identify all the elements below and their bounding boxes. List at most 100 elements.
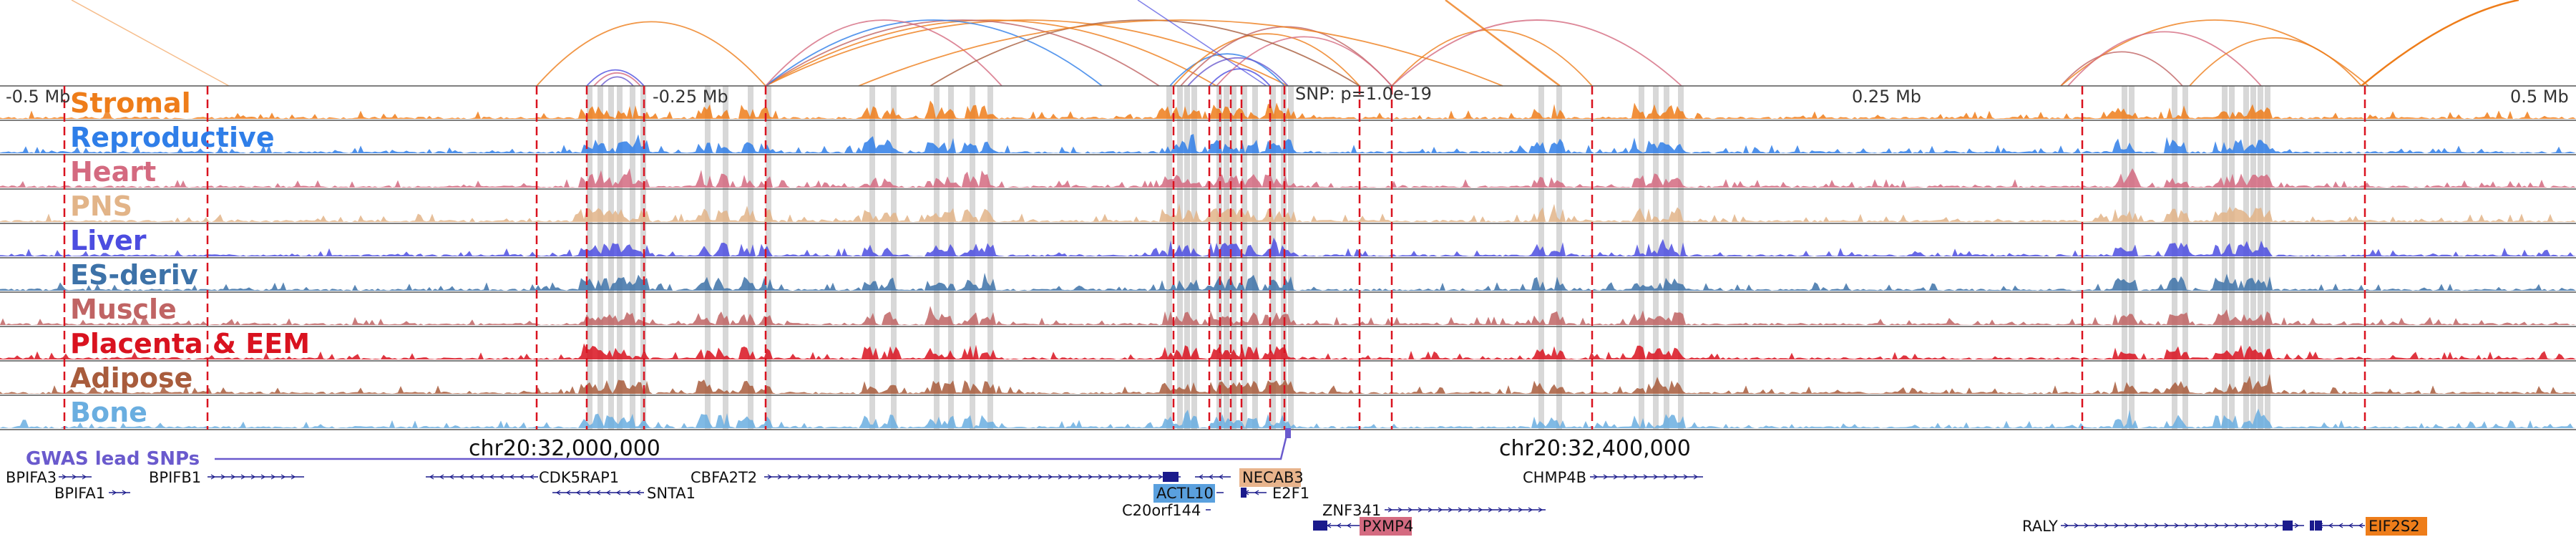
gene-e2f1 — [1241, 488, 1267, 498]
gene-label-raly: RALY — [2022, 518, 2058, 535]
tick-label-0-5: 0.5 Mb — [2510, 87, 2569, 107]
arc — [1216, 36, 1392, 87]
strand-arrow — [2164, 523, 2170, 528]
strand-arrow — [1418, 507, 1423, 513]
strand-arrow — [1613, 474, 1619, 480]
gene-label-actl10-bg — [1153, 484, 1215, 503]
strand-arrow — [1623, 474, 1629, 480]
arc — [765, 19, 1002, 87]
strand-arrow — [1088, 474, 1093, 480]
strand-arrow — [2348, 523, 2353, 528]
exon — [1163, 472, 1179, 482]
strand-arrow — [997, 474, 1003, 480]
signal-3 — [0, 203, 2576, 222]
gene-label-cbfa2t2: CBFA2T2 — [691, 469, 757, 486]
arc — [1173, 33, 1360, 87]
gene-label-e2f1-text: E2F1 — [1272, 485, 1309, 502]
strand-arrow — [479, 474, 484, 480]
track-label-pns: PNS — [70, 190, 132, 222]
strand-arrow — [1387, 507, 1393, 513]
strand-arrow — [777, 474, 783, 480]
gene-cdk5rap1 — [426, 474, 538, 480]
exon — [1241, 488, 1246, 498]
strand-arrow — [1693, 474, 1699, 480]
strand-arrow — [2254, 523, 2260, 528]
arc — [2189, 37, 2362, 87]
gene-pxmp4 — [1313, 521, 1360, 531]
strand-arrow — [1518, 507, 1523, 513]
strand-arrow — [1488, 507, 1493, 513]
gene-label-bpifa1-text: BPIFA1 — [54, 485, 105, 502]
strand-arrow — [1038, 474, 1043, 480]
strand-arrow — [585, 490, 591, 495]
track-label-muscle: Muscle — [70, 294, 177, 325]
arc-offscreen-mid — [1445, 0, 1561, 87]
strand-arrow — [1218, 474, 1224, 480]
signal-2 — [0, 168, 2576, 188]
strand-arrow — [2154, 523, 2160, 528]
arc — [1209, 68, 1271, 87]
strand-arrow — [615, 490, 621, 495]
strand-arrow — [250, 474, 256, 480]
gene-label-chmp4b-text: CHMP4B — [1523, 469, 1586, 486]
signal-tracks — [0, 85, 2576, 430]
arc — [1391, 29, 1593, 87]
strand-arrow — [595, 490, 601, 495]
strand-arrow — [937, 474, 943, 480]
gene-label-cdk5rap1-text: CDK5RAP1 — [539, 469, 619, 486]
gwas-label: GWAS lead SNPs — [26, 448, 200, 470]
gene-label-eif2s2: EIF2S2 — [2366, 517, 2427, 536]
signal-6 — [0, 306, 2576, 325]
strand-arrow — [2338, 523, 2343, 528]
track-label-es-deriv: ES-deriv — [70, 259, 198, 291]
strand-arrow — [927, 474, 933, 480]
strand-arrow — [625, 490, 631, 495]
strand-arrow — [509, 474, 514, 480]
arc — [2060, 19, 2369, 87]
strand-arrow — [1336, 523, 1342, 528]
strand-arrow — [807, 474, 813, 480]
strand-arrow — [1068, 474, 1073, 480]
strand-arrow — [877, 474, 883, 480]
strand-arrow — [1078, 474, 1083, 480]
strand-arrow — [847, 474, 853, 480]
track-labels: Stromal Reproductive Heart PNS Liver ES-… — [70, 87, 310, 428]
strand-arrow — [270, 474, 276, 480]
gene-label-cbfa2t2-text: CBFA2T2 — [691, 469, 757, 486]
gene-label-bpifa3-text: BPIFA3 — [6, 469, 57, 486]
tick-label-minus-0-5: -0.5 Mb — [6, 87, 70, 107]
arc — [1169, 53, 1285, 87]
strand-arrow — [2274, 523, 2280, 528]
strand-arrow — [210, 474, 216, 480]
strand-arrow — [291, 474, 296, 480]
gene-necab3 — [1195, 474, 1231, 480]
gwas-track: GWAS lead SNPs — [26, 428, 1291, 470]
strand-arrow — [1528, 507, 1533, 513]
track-label-liver: Liver — [70, 225, 147, 256]
strand-arrow — [1138, 474, 1143, 480]
gene-eif2s2 — [2315, 521, 2365, 531]
strand-arrow — [1346, 523, 1352, 528]
arc — [600, 76, 634, 87]
strand-arrow — [1448, 507, 1453, 513]
signal-9 — [0, 408, 2576, 428]
strand-arrow — [797, 474, 803, 480]
gene-label-cdk5rap1: CDK5RAP1 — [539, 469, 619, 486]
strand-arrow — [529, 474, 535, 480]
strand-arrow — [1158, 474, 1163, 480]
exon — [2310, 521, 2314, 531]
strand-arrow — [565, 490, 571, 495]
chr-label-32000000: chr20:32,000,000 — [469, 436, 660, 461]
chr-labels: chr20:32,000,000 chr20:32,400,000 — [469, 436, 1691, 461]
strand-arrow — [429, 474, 434, 480]
gene-label-eif2s2-text: EIF2S2 — [2368, 518, 2420, 535]
signal-5 — [0, 273, 2576, 291]
strand-arrow — [1198, 474, 1204, 480]
strand-arrow — [240, 474, 246, 480]
arc-offscreen-blue — [1137, 0, 1267, 87]
strand-arrow — [499, 474, 504, 480]
gene-znf341 — [1385, 507, 1546, 513]
strand-arrow — [987, 474, 993, 480]
strand-arrow — [2244, 523, 2250, 528]
